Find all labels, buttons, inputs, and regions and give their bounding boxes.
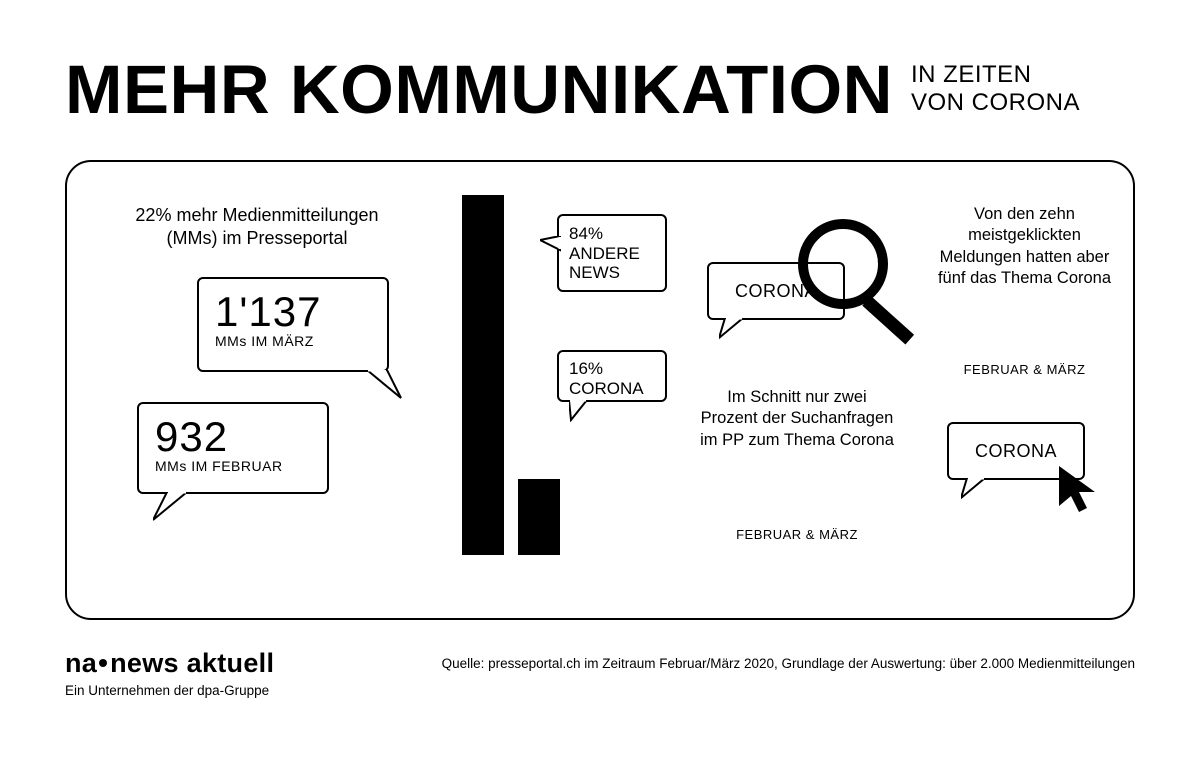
bubble-search-tail-icon xyxy=(719,318,745,340)
bubble-andere-line1: 84% xyxy=(569,224,655,244)
bubble-february-tail-icon xyxy=(153,492,189,522)
title-sub-line1: IN ZEITEN xyxy=(911,61,1080,89)
logo-rest: news aktuell xyxy=(110,648,274,678)
bubble-click-label: CORONA xyxy=(975,441,1057,462)
main-panel: 22% mehr Medienmitteilungen (MMs) im Pre… xyxy=(65,160,1135,620)
section4-sublabel: FEBRUAR & MÄRZ xyxy=(937,362,1112,377)
title-main: MEHR KOMMUNIKATION xyxy=(65,55,893,124)
bubble-andere-news: 84% ANDERE NEWS xyxy=(557,214,667,292)
bubble-march-tail-icon xyxy=(367,370,403,400)
bubble-march-value: 1'137 xyxy=(215,291,371,333)
bubble-march-label: MMs IM MÄRZ xyxy=(215,333,371,349)
bubble-andere-line2: ANDERE xyxy=(569,244,655,264)
bar-andere-news xyxy=(462,195,504,555)
logo-block: na news aktuell Ein Unternehmen der dpa-G… xyxy=(65,648,274,698)
bubble-corona-tail-icon xyxy=(569,400,595,422)
header: MEHR KOMMUNIKATION IN ZEITEN VON CORONA xyxy=(0,0,1200,124)
section3-text: Im Schnitt nur zwei Prozent der Suchanfr… xyxy=(697,387,897,451)
footer: na news aktuell Ein Unternehmen der dpa-G… xyxy=(65,648,1135,698)
bubble-andere-line3: NEWS xyxy=(569,263,655,283)
bubble-february-label: MMs IM FEBRUAR xyxy=(155,458,311,474)
section3-sublabel: FEBRUAR & MÄRZ xyxy=(697,527,897,542)
bubble-corona-pct: 16% CORONA xyxy=(557,350,667,402)
section1-caption: 22% mehr Medienmitteilungen (MMs) im Pre… xyxy=(117,204,397,249)
logo-line: na news aktuell xyxy=(65,648,274,679)
bubble-click-tail-icon xyxy=(961,478,987,500)
bubble-march: 1'137 MMs IM MÄRZ xyxy=(197,277,389,372)
logo-prefix: na xyxy=(65,648,97,678)
bubble-february: 932 MMs IM FEBRUAR xyxy=(137,402,329,494)
section4-text: Von den zehn meistgeklickten Meldungen h… xyxy=(937,204,1112,290)
bar-corona xyxy=(518,479,560,555)
magnifier-icon xyxy=(793,214,933,359)
cursor-icon xyxy=(1055,462,1115,527)
bubble-andere-tail-icon xyxy=(540,236,562,254)
title-sub-line2: VON CORONA xyxy=(911,89,1080,117)
title-sub: IN ZEITEN VON CORONA xyxy=(911,55,1080,116)
source-text: Quelle: presseportal.ch im Zeitraum Febr… xyxy=(442,648,1135,671)
bubble-february-value: 932 xyxy=(155,416,311,458)
bubble-corona-line1: 16% xyxy=(569,359,655,379)
logo-sub: Ein Unternehmen der dpa-Gruppe xyxy=(65,683,274,698)
logo-dot-icon xyxy=(99,659,107,667)
bubble-corona-line2: CORONA xyxy=(569,379,655,399)
